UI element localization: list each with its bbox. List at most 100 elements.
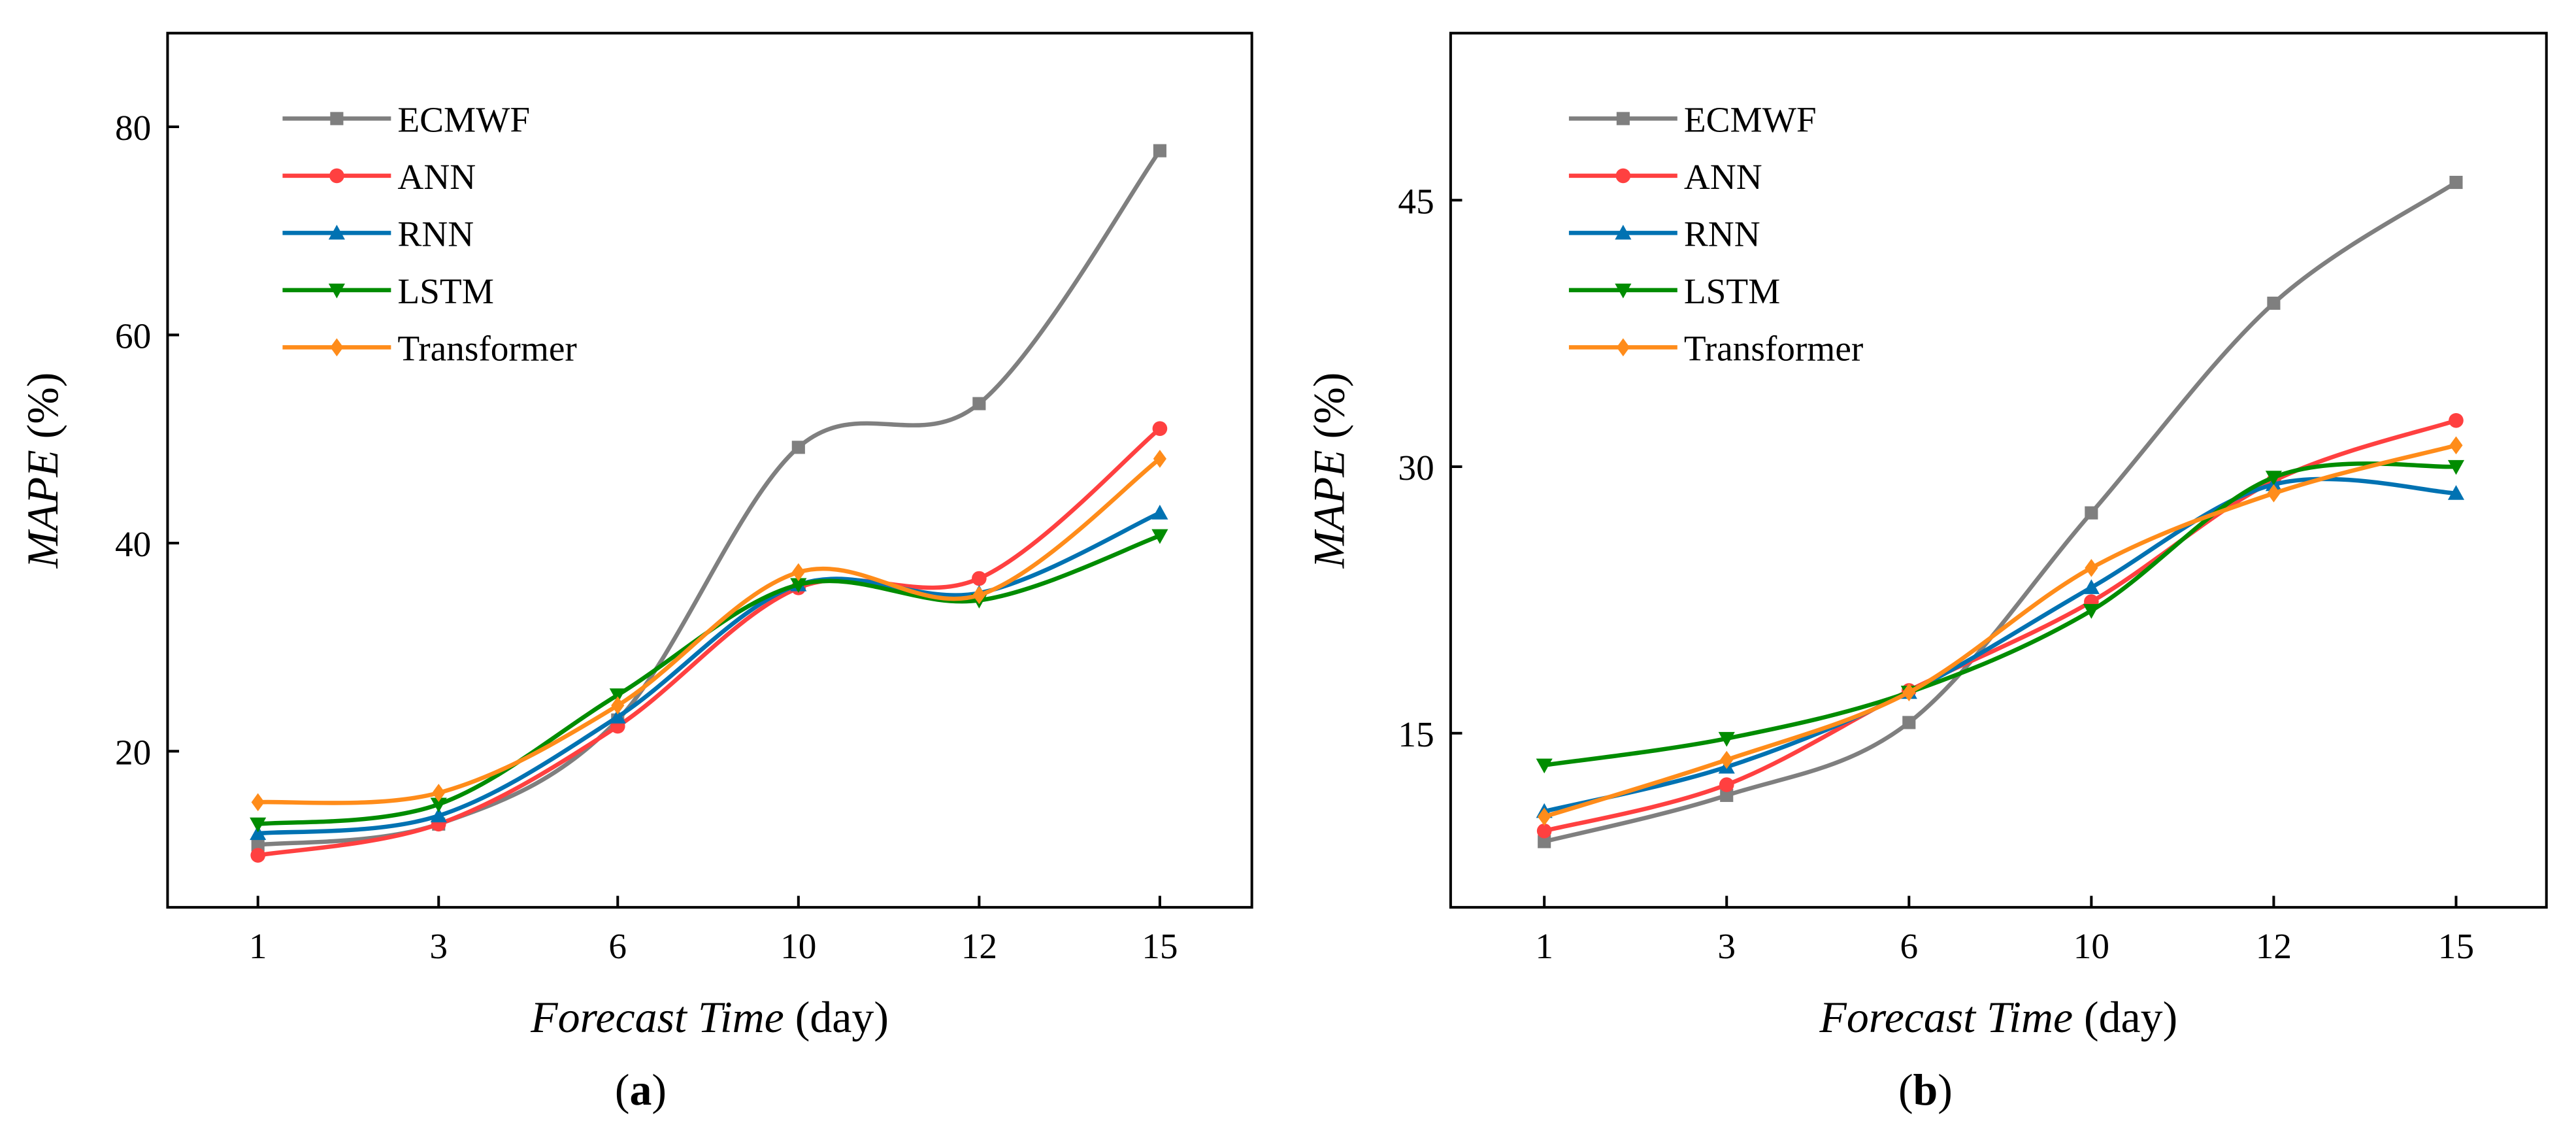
y-axis-label: MAPE (%) xyxy=(18,373,67,569)
data-point xyxy=(251,793,265,812)
panel-paren: ) xyxy=(1938,1065,1953,1114)
data-point xyxy=(791,563,805,582)
data-point xyxy=(250,825,267,841)
x-tick-label: 12 xyxy=(2256,926,2292,966)
data-point xyxy=(609,709,626,724)
y-tick-label: 15 xyxy=(1398,714,1434,754)
series-line xyxy=(257,149,1162,847)
data-point xyxy=(791,441,805,454)
legend-marker xyxy=(328,283,345,299)
plot-frame xyxy=(1449,31,2548,909)
data-point xyxy=(432,784,446,802)
data-point xyxy=(1720,750,1734,769)
x-axis-label-italic: Forecast Time xyxy=(1819,993,2073,1042)
data-point xyxy=(2265,471,2282,486)
data-point xyxy=(1720,788,1734,802)
legend-item-rnn: RNN xyxy=(1568,214,1760,254)
x-tick-label: 3 xyxy=(1717,926,1736,966)
data-point xyxy=(1152,421,1168,437)
legend-marker xyxy=(1615,283,1632,299)
legend-label: ECMWF xyxy=(1684,100,1817,140)
series-line xyxy=(257,457,1161,805)
data-point xyxy=(1718,731,1735,747)
data-point xyxy=(1902,716,1916,729)
legend-label: ECMWF xyxy=(397,100,530,140)
legend-marker xyxy=(1615,168,1631,184)
x-tick-label: 6 xyxy=(608,926,627,966)
data-point xyxy=(2449,175,2463,190)
panel-label: (a) xyxy=(615,1065,667,1114)
y-axis-label-italic: MAPE xyxy=(18,450,67,569)
data-point xyxy=(1536,758,1553,774)
legend-item-ecmwf: ECMWF xyxy=(282,100,530,140)
legend-label: RNN xyxy=(1684,214,1760,254)
data-point xyxy=(972,397,986,410)
panel-letter: b xyxy=(1913,1065,1938,1114)
legend-item-lstm: LSTM xyxy=(282,271,494,311)
data-point xyxy=(430,807,447,823)
data-point xyxy=(972,571,987,586)
panel-paren: ) xyxy=(652,1065,667,1114)
x-tick-label: 12 xyxy=(961,926,997,966)
data-point xyxy=(2447,485,2465,500)
legend-item-transformer: Transformer xyxy=(1568,328,1863,368)
y-tick-label: 20 xyxy=(115,732,151,772)
x-axis-label-unit: (day) xyxy=(784,993,889,1042)
series-line xyxy=(1544,443,2457,819)
legend-marker xyxy=(1616,338,1630,357)
legend-label: ANN xyxy=(1684,157,1762,197)
y-axis-label-italic: MAPE xyxy=(1304,450,1353,569)
y-tick-label: 30 xyxy=(1398,448,1434,488)
panel-letter: a xyxy=(630,1065,652,1114)
data-point xyxy=(251,838,265,852)
series-line xyxy=(1544,180,2458,844)
data-point xyxy=(2447,459,2465,475)
x-tick-label: 1 xyxy=(249,926,267,966)
y-tick-label: 40 xyxy=(115,524,151,564)
x-tick-label: 6 xyxy=(1900,926,1918,966)
series-ecmwf xyxy=(1538,175,2463,848)
x-axis-label-italic: Forecast Time xyxy=(530,993,784,1042)
y-axis-label-unit: (%) xyxy=(1304,373,1353,450)
data-point xyxy=(2085,506,2098,520)
chart-panel-a: 1 3 6 10 12 15 20 40 60 80 Forecast Time (day) MAPE… xyxy=(18,31,1253,1114)
data-point xyxy=(2449,436,2463,455)
series-transformer xyxy=(251,450,1166,812)
series-rnn xyxy=(250,505,1168,841)
data-point xyxy=(611,696,625,715)
y-axis-label-unit: (%) xyxy=(18,373,67,450)
panel-paren: ( xyxy=(615,1065,630,1114)
data-point xyxy=(250,817,267,833)
panel-label: (b) xyxy=(1898,1065,1953,1114)
legend-label: RNN xyxy=(397,214,474,254)
legend-item-ann: ANN xyxy=(1568,157,1762,197)
series-ecmwf xyxy=(251,144,1166,852)
series-line xyxy=(1544,461,2456,767)
y-tick-label: 60 xyxy=(115,316,151,356)
legend-marker xyxy=(328,224,345,240)
x-tick-label: 10 xyxy=(780,926,816,966)
data-point xyxy=(250,848,266,863)
data-point xyxy=(1153,144,1166,158)
legend-item-lstm: LSTM xyxy=(1568,271,1780,311)
y-axis-label: MAPE (%) xyxy=(1304,373,1353,569)
x-axis-label-unit: (day) xyxy=(2073,993,2177,1042)
data-point xyxy=(2267,296,2281,310)
legend-label: Transformer xyxy=(397,328,576,368)
x-tick-label: 10 xyxy=(2073,926,2109,966)
series-line xyxy=(1544,476,2456,814)
data-point xyxy=(1151,505,1168,520)
y-tick-label: 45 xyxy=(1398,181,1434,221)
legend-item-transformer: Transformer xyxy=(282,328,577,368)
plot-frame xyxy=(166,31,1253,909)
x-axis-label: Forecast Time (day) xyxy=(530,993,889,1042)
legend-label: LSTM xyxy=(397,271,493,311)
legend-marker xyxy=(329,168,344,184)
data-point xyxy=(430,797,447,813)
legend-item-ecmwf: ECMWF xyxy=(1568,100,1817,140)
panel-paren: ( xyxy=(1898,1065,1913,1114)
data-point xyxy=(1719,777,1734,792)
chart-panel-b: 1 3 6 10 12 15 15 30 45 Forecast Time (day) MAPE (… xyxy=(1304,31,2548,1114)
x-tick-label: 3 xyxy=(429,926,448,966)
